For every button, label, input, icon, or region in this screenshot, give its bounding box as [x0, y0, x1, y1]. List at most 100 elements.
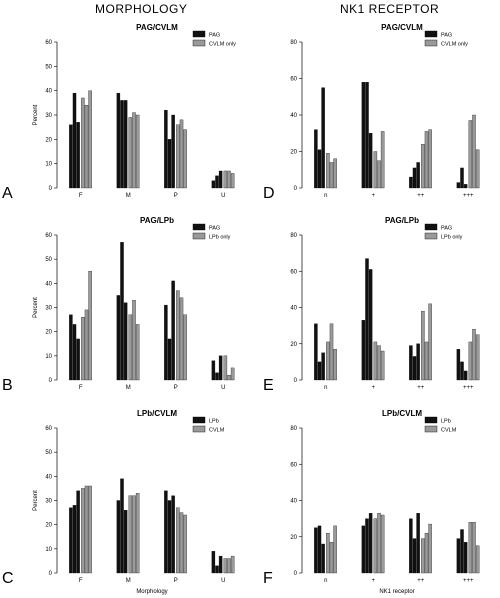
bar-light-+ — [377, 345, 381, 381]
bar-dark-U — [218, 170, 223, 189]
bar-dark-M — [120, 478, 124, 574]
bar-light-M — [128, 495, 133, 574]
y-tick-label: 0 — [49, 186, 53, 192]
legend-swatch — [192, 232, 206, 240]
legend-swatch — [424, 39, 438, 47]
bar-dark-n — [314, 129, 318, 189]
bar-dark-U — [215, 175, 219, 189]
legend-label: LPb only — [209, 235, 231, 241]
bar-light-U — [230, 555, 235, 574]
bar-light-F — [81, 317, 85, 381]
legend-swatch — [192, 425, 206, 433]
x-tick-label: + — [371, 193, 375, 199]
nk1-receptor-column-heading: NK1 RECEPTOR — [340, 2, 440, 16]
bar-dark-+++ — [463, 184, 468, 189]
bar-dark-+++ — [463, 370, 468, 381]
bar-light-M — [135, 493, 140, 574]
panel-title: PAG/LPb — [140, 216, 174, 225]
y-tick-label: 20 — [290, 150, 297, 156]
y-tick-label: 80 — [290, 40, 297, 46]
bar-dark-n — [314, 323, 318, 381]
bar-dark-+++ — [460, 361, 464, 381]
bar-dark-+ — [361, 320, 366, 381]
y-axis-title: Percent — [33, 104, 39, 125]
bar-light-+ — [373, 518, 378, 574]
y-tick-label: 80 — [290, 233, 297, 239]
x-tick-label: +++ — [463, 193, 474, 199]
bar-dark-M — [123, 302, 128, 381]
bar-dark-F — [72, 324, 77, 381]
y-tick-label: 20 — [45, 523, 52, 529]
y-tick-label: 30 — [45, 113, 52, 119]
bar-dark-M — [116, 500, 121, 574]
bar-dark-+ — [365, 518, 369, 574]
bar-dark-n — [321, 352, 325, 381]
y-tick-label: 50 — [45, 257, 52, 263]
y-tick-label: 0 — [294, 378, 298, 384]
bar-dark-++ — [416, 162, 420, 189]
bar-dark-P — [167, 338, 172, 381]
bar-light-M — [132, 495, 136, 574]
x-tick-label: P — [174, 193, 178, 199]
bar-dark-P — [164, 109, 168, 189]
bar-light-F — [81, 97, 85, 189]
bar-light-F — [84, 485, 89, 574]
bar-dark-+ — [368, 269, 373, 381]
x-tick-label: ++ — [417, 578, 425, 584]
bar-dark-U — [218, 355, 223, 381]
bar-light-n — [329, 162, 334, 189]
y-tick-label: 50 — [45, 64, 52, 70]
legend-swatch — [192, 416, 206, 424]
x-tick-label: M — [126, 193, 131, 199]
bar-light-+ — [380, 131, 385, 189]
bar-dark-++ — [409, 518, 413, 574]
legend-label: PAG — [441, 33, 452, 39]
panel-letter-e: E — [263, 377, 274, 394]
bar-light-U — [223, 355, 228, 381]
y-tick-label: 60 — [45, 40, 52, 46]
bar-dark-P — [164, 490, 168, 574]
x-tick-label: F — [79, 193, 83, 199]
bar-dark-++ — [409, 176, 413, 189]
x-tick-label: M — [126, 385, 131, 391]
y-tick-label: 30 — [45, 499, 52, 505]
bar-light-++ — [424, 532, 429, 574]
bar-light-+++ — [475, 149, 480, 189]
bar-dark-F — [69, 314, 73, 381]
legend-swatch — [424, 232, 438, 240]
chart-panel-a: 0 10 20 30 40 50 60 Percent PAG/CVLM A F M P U PAG CVLM… — [2, 23, 236, 202]
bar-light-U — [227, 170, 231, 189]
legend-swatch — [192, 30, 206, 38]
bar-light-n — [333, 349, 337, 381]
y-tick-label: 10 — [45, 354, 52, 360]
x-tick-label: P — [174, 385, 178, 391]
bar-dark-U — [215, 372, 219, 381]
bar-dark-n — [317, 525, 322, 574]
bar-light-+++ — [472, 522, 476, 574]
bar-light-++ — [421, 538, 425, 574]
bar-dark-M — [120, 100, 124, 189]
bar-light-++ — [428, 303, 432, 381]
bar-dark-U — [218, 555, 223, 574]
morphology-column-heading: MORPHOLOGY — [95, 2, 188, 16]
y-tick-label: 80 — [290, 426, 297, 432]
panel-title: LPb/CVLM — [137, 409, 177, 418]
bar-light-M — [135, 114, 140, 189]
x-tick-label: +++ — [463, 385, 474, 391]
bar-light-F — [84, 309, 89, 381]
legend-label: LPb only — [441, 235, 463, 241]
chart-panel-b: 0 10 20 30 40 50 60 Percent PAG/LPb B F M P U PAG LPb o… — [2, 216, 235, 394]
bar-light-P — [179, 119, 184, 189]
x-tick-label: n — [324, 385, 327, 391]
y-tick-label: 40 — [290, 499, 297, 505]
y-tick-label: 50 — [45, 450, 52, 456]
bar-dark-+++ — [463, 542, 468, 574]
panel-letter-f: F — [263, 570, 273, 587]
bar-light-n — [326, 153, 330, 189]
bar-light-P — [183, 129, 187, 189]
x-tick-label: U — [221, 385, 225, 391]
y-tick-label: 40 — [290, 306, 297, 312]
bar-dark-U — [211, 551, 216, 574]
